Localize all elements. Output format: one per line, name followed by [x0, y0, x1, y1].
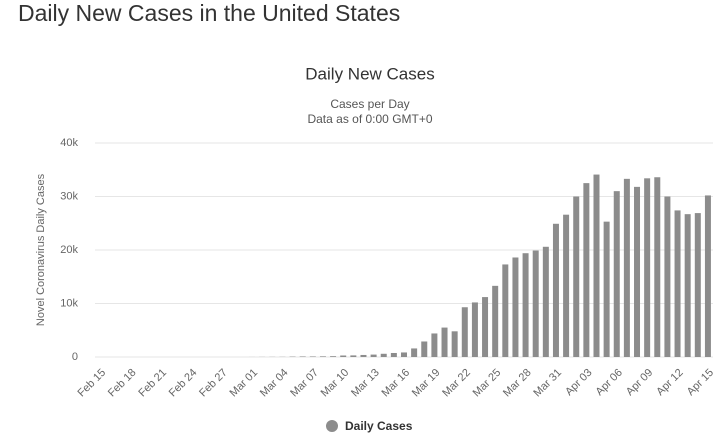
- x-tick-label: Mar 22: [440, 367, 473, 400]
- x-tick-label: Feb 21: [136, 367, 169, 400]
- bar: [532, 250, 539, 357]
- bar: [644, 178, 651, 357]
- bar: [492, 285, 499, 357]
- bar: [350, 355, 357, 357]
- bar: [563, 214, 570, 357]
- y-tick-label: 30k: [60, 190, 78, 202]
- bar: [674, 210, 681, 357]
- x-tick-label: Mar 10: [319, 367, 352, 400]
- x-tick-label: Apr 15: [685, 367, 716, 398]
- chart-subtitle: Cases per Day: [330, 97, 409, 111]
- bar: [634, 186, 641, 357]
- x-tick-label: Mar 04: [258, 367, 291, 400]
- bar: [623, 178, 630, 357]
- bar: [431, 333, 438, 357]
- x-tick-label: Mar 01: [228, 367, 261, 400]
- chart-subtitle: Data as of 0:00 GMT+0: [307, 112, 432, 126]
- x-tick-label: Mar 19: [410, 367, 443, 400]
- bar: [583, 183, 590, 357]
- bar: [299, 356, 306, 357]
- bar: [694, 213, 701, 357]
- bar: [502, 264, 509, 357]
- y-tick-label: 0: [72, 351, 78, 363]
- x-tick-label: Mar 28: [501, 367, 534, 400]
- bar: [613, 191, 620, 357]
- y-tick-label: 40k: [60, 137, 78, 149]
- bar: [360, 354, 367, 357]
- bar: [573, 196, 580, 357]
- chart-title: Daily New Cases: [305, 64, 434, 83]
- bar: [421, 341, 428, 357]
- bar: [684, 214, 691, 357]
- x-tick-label: Apr 12: [654, 367, 685, 398]
- x-tick-label: Mar 13: [349, 367, 382, 400]
- x-tick-label: Feb 24: [167, 367, 200, 400]
- bar: [390, 352, 397, 357]
- bar: [482, 297, 489, 357]
- page-title: Daily New Cases in the United States: [18, 0, 400, 26]
- bar: [441, 327, 448, 357]
- x-tick-label: Feb 27: [197, 367, 230, 400]
- bar: [542, 246, 549, 357]
- bar: [340, 355, 347, 357]
- x-tick-label: Mar 31: [531, 367, 564, 400]
- bar: [654, 177, 661, 357]
- bar: [603, 221, 610, 357]
- y-tick-label: 10k: [60, 297, 78, 309]
- bar: [370, 354, 377, 357]
- bar: [664, 196, 671, 357]
- bar: [461, 307, 468, 357]
- x-tick-label: Apr 03: [563, 367, 594, 398]
- x-tick-label: Feb 18: [106, 367, 139, 400]
- x-tick-label: Mar 07: [288, 367, 321, 400]
- bar: [552, 223, 559, 357]
- bar: [319, 356, 326, 357]
- legend-label: Daily Cases: [345, 419, 413, 433]
- bar: [512, 257, 519, 357]
- bar: [380, 353, 387, 357]
- bar: [593, 174, 600, 357]
- bar: [471, 302, 478, 357]
- bar: [411, 348, 418, 357]
- bar: [330, 356, 337, 357]
- x-tick-label: Mar 16: [379, 367, 412, 400]
- bar: [401, 352, 407, 357]
- bar: [451, 331, 458, 357]
- x-tick-label: Apr 09: [624, 367, 655, 398]
- bar: [309, 356, 316, 357]
- x-tick-label: Mar 25: [471, 367, 504, 400]
- y-axis-label: Novel Coronavirus Daily Cases: [35, 173, 47, 326]
- y-tick-label: 20k: [60, 244, 78, 256]
- x-tick-label: Apr 06: [594, 367, 625, 398]
- x-tick-label: Feb 15: [76, 367, 109, 400]
- bar: [704, 195, 711, 357]
- bar: [522, 253, 529, 357]
- legend-marker: [326, 420, 338, 432]
